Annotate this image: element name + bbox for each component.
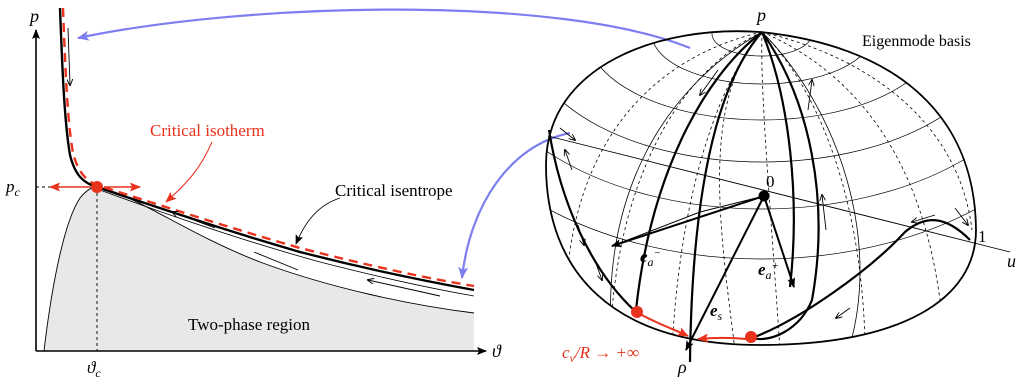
isotherm-pointer	[165, 141, 213, 203]
flow-arrow-s5	[577, 224, 584, 245]
ea-minus-vector	[611, 195, 765, 247]
es-label: es	[710, 301, 723, 323]
flow-arrow-top	[68, 27, 70, 85]
flow-arrow-s3	[822, 195, 827, 231]
orbits	[547, 31, 971, 363]
isentrope-companion	[99, 189, 475, 297]
sphere-outline	[545, 30, 977, 346]
red-arrow-left	[639, 313, 689, 337]
rho-label: ρ	[677, 357, 687, 377]
origin-label: 0	[766, 172, 775, 191]
red-point-left	[631, 306, 643, 318]
critical-isentrope	[58, 7, 475, 292]
red-arrow-right	[697, 333, 747, 343]
right-title: Eigenmode basis	[862, 33, 971, 50]
ea-plus-vector	[763, 195, 795, 288]
two-phase-label: Two-phase region	[188, 315, 311, 334]
flow-arrow-s1	[700, 69, 719, 95]
cv-limit-label: cv/R → +∞	[562, 343, 639, 365]
one-label: 1	[978, 227, 987, 246]
flow-arrow-s9	[954, 207, 968, 225]
origin-to-left	[699, 195, 765, 213]
origin-to-left2	[611, 211, 701, 247]
flow-arrow-s7	[912, 214, 936, 222]
critical-isentrope-label: Critical isentrope	[335, 181, 453, 200]
critical-isotherm-label: Critical isotherm	[150, 121, 265, 140]
right-diagram: Eigenmode basis p u ρ 0 1 ea− ea+ es cv/…	[545, 5, 1016, 377]
ea-minus-label: ea−	[640, 247, 661, 269]
flow-arrow-s10	[559, 127, 575, 140]
critical-point	[91, 181, 103, 193]
p-pole-label: p	[755, 5, 766, 25]
isentrope-pointer	[295, 197, 341, 245]
thetac-label: ϑc	[87, 358, 101, 380]
flow-arrow-s6	[593, 257, 602, 280]
flow-arrow-s2	[807, 80, 812, 111]
p-axis-label: p	[28, 6, 39, 26]
red-point-right	[745, 331, 757, 343]
pc-label: pc	[5, 177, 21, 199]
flow-arrow-mid	[172, 212, 216, 229]
theta-axis-label: ϑ	[492, 341, 502, 361]
blue-arrow-top	[77, 8, 691, 50]
origin-point	[758, 190, 770, 202]
flow-arrow-s8	[836, 307, 851, 318]
ea-plus-label: ea+	[758, 260, 779, 282]
flow-arrow-mid2	[253, 251, 299, 271]
u-axis	[547, 135, 1011, 253]
left-diagram: p ϑ pc ϑc Critical isotherm Critical ise…	[5, 6, 502, 380]
u-axis-label: u	[1007, 251, 1016, 271]
flow-arrow-s4	[565, 150, 573, 171]
two-phase-region	[44, 186, 474, 351]
sphere-grid	[546, 31, 976, 345]
flow-arrow-right	[368, 280, 441, 297]
es-vector	[685, 195, 765, 351]
